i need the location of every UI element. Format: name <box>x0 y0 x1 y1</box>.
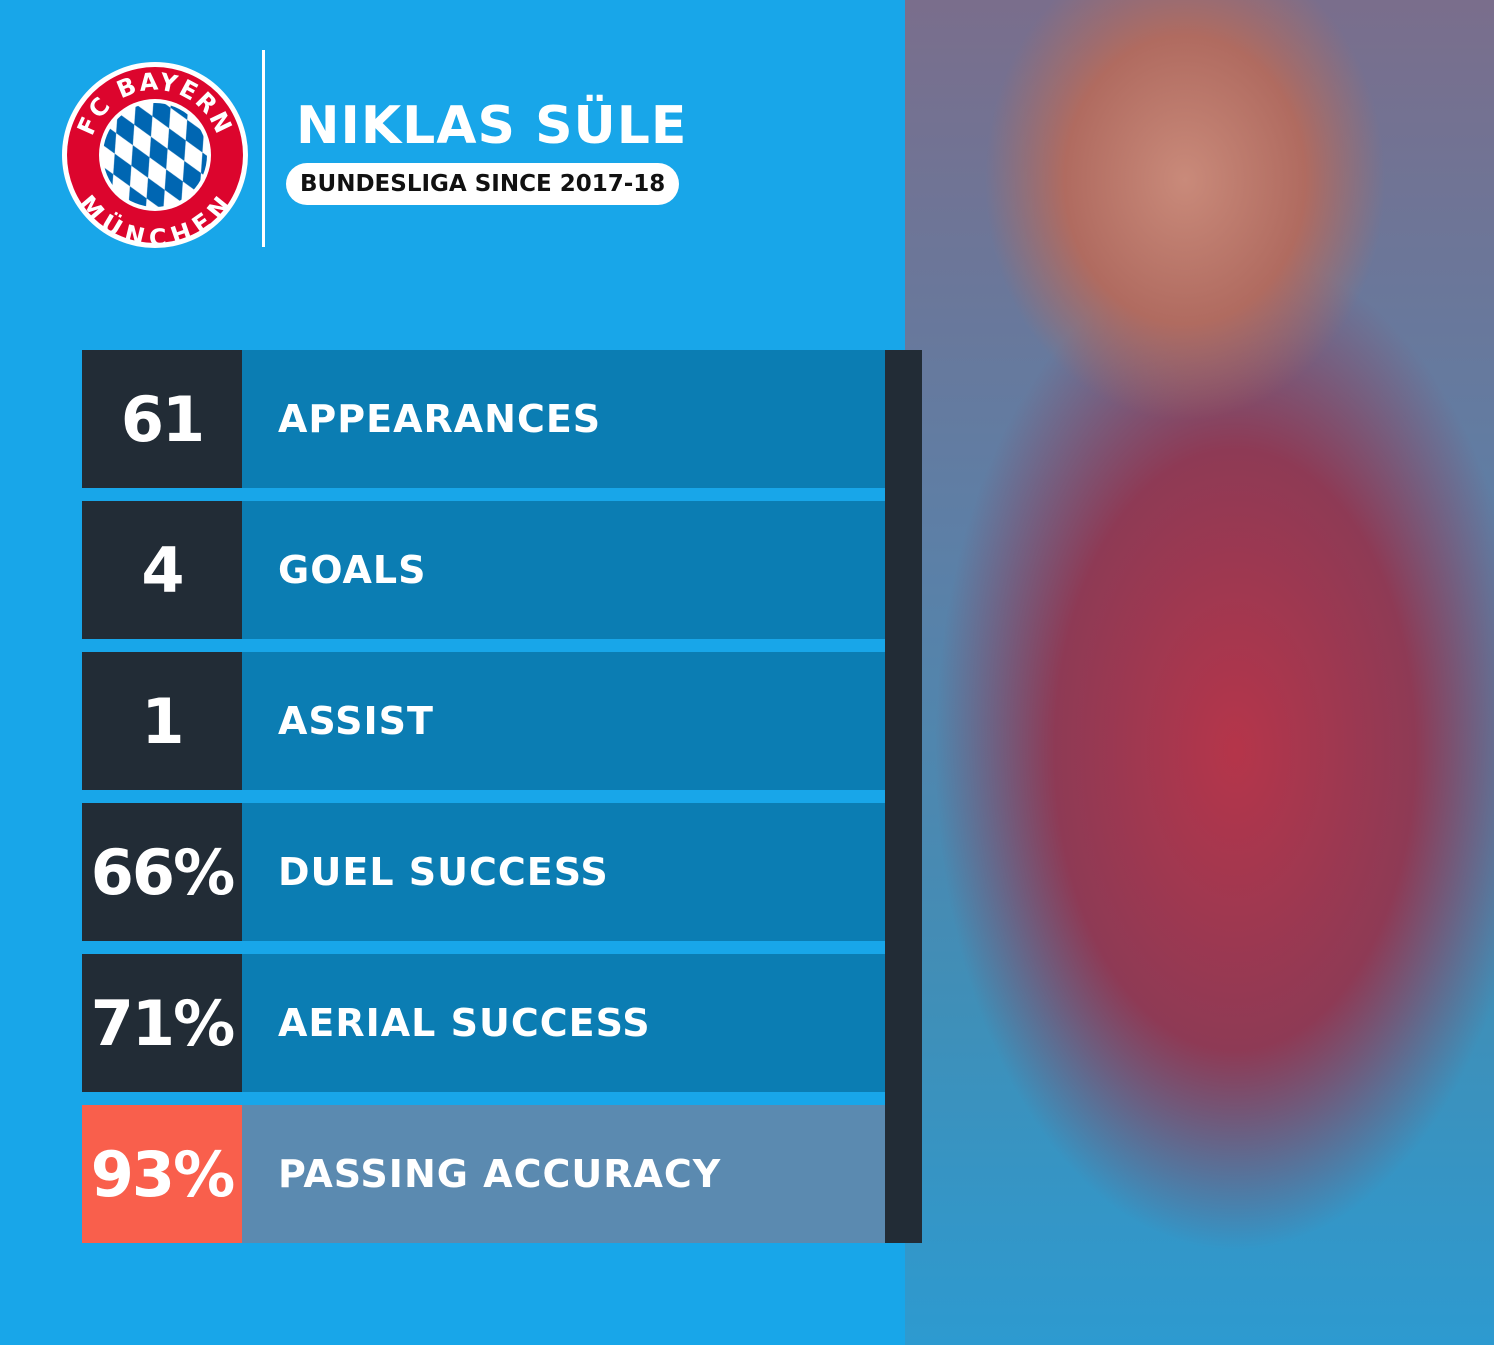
stat-label: PASSING ACCURACY <box>242 1105 885 1243</box>
player-photo <box>905 0 1494 1345</box>
stat-row-passing-accuracy: 93% PASSING ACCURACY <box>82 1105 885 1243</box>
header-divider <box>262 50 265 247</box>
stat-label: ASSIST <box>242 652 885 790</box>
stat-label: AERIAL SUCCESS <box>242 954 885 1092</box>
stat-label: DUEL SUCCESS <box>242 803 885 941</box>
stat-label: GOALS <box>242 501 885 639</box>
stat-row-aerial-success: 71% AERIAL SUCCESS <box>82 954 885 1092</box>
stat-row-goals: 4 GOALS <box>82 501 885 639</box>
stat-value: 66% <box>82 803 242 941</box>
stat-row-duel-success: 66% DUEL SUCCESS <box>82 803 885 941</box>
stat-value: 93% <box>82 1105 242 1243</box>
stat-value: 4 <box>82 501 242 639</box>
stat-row-assist: 1 ASSIST <box>82 652 885 790</box>
subtitle-badge: BUNDESLIGA SINCE 2017-18 <box>286 163 680 205</box>
player-name: NIKLAS SÜLE <box>296 96 688 156</box>
stat-row-appearances: 61 APPEARANCES <box>82 350 885 488</box>
stat-value: 61 <box>82 350 242 488</box>
fc-bayern-logo: FC BAYERN MÜNCHEN <box>62 62 248 250</box>
stats-side-bar <box>885 350 922 1243</box>
stat-label: APPEARANCES <box>242 350 885 488</box>
stat-value: 1 <box>82 652 242 790</box>
stat-value: 71% <box>82 954 242 1092</box>
